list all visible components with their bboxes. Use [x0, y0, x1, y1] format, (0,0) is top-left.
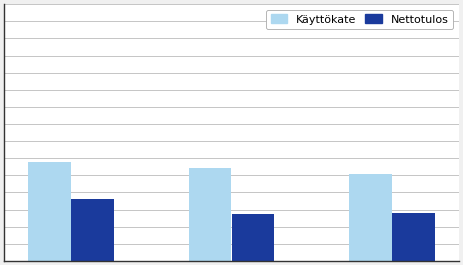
Bar [71, 199, 114, 261]
Bar [392, 213, 435, 261]
Bar [28, 162, 71, 261]
Bar [189, 169, 232, 261]
Legend: Käyttökate, Nettotulos: Käyttökate, Nettotulos [266, 10, 453, 29]
Bar [232, 214, 274, 261]
Bar [349, 174, 392, 261]
